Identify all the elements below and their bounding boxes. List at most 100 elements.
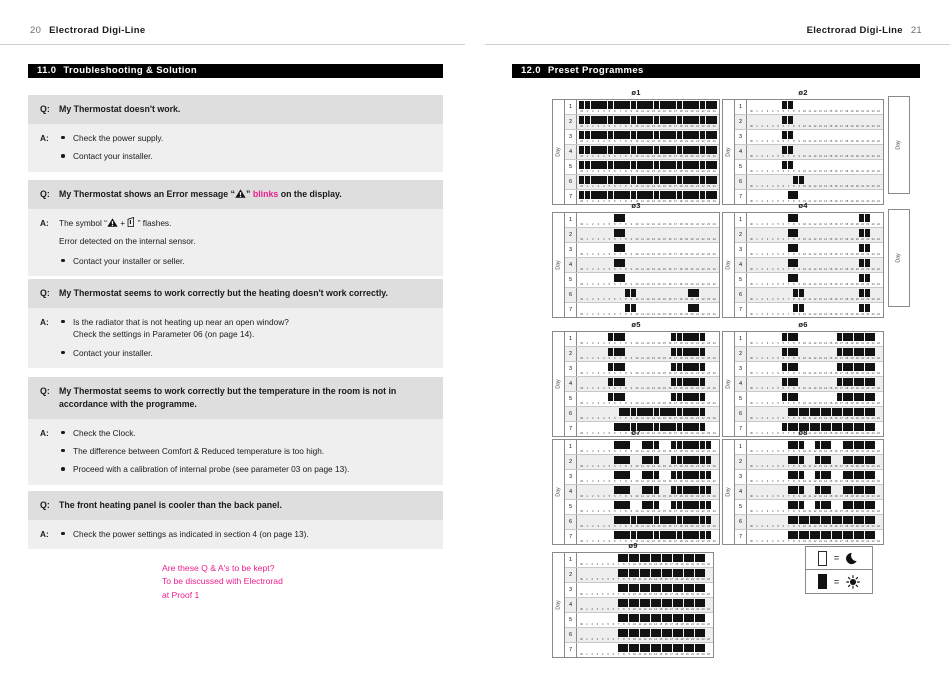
- hour-tick: 18: [675, 638, 679, 641]
- hour-tick: 2: [592, 465, 594, 468]
- hour-tick: 1: [756, 170, 758, 173]
- comfort-slot: [642, 408, 648, 416]
- hour-tick: 9: [630, 140, 633, 143]
- hour-tick: 24: [876, 540, 880, 543]
- hour-tick: 23: [871, 185, 875, 188]
- hour-tick: 12: [646, 253, 650, 256]
- hour-tick: 3: [766, 525, 769, 528]
- hour-tick: 8: [625, 170, 627, 173]
- comfort-slot: [682, 333, 688, 341]
- comfort-slot: [607, 363, 614, 371]
- hour-tick: 23: [701, 593, 705, 596]
- hour-tick: 13: [818, 253, 822, 256]
- reduced-slot: [648, 214, 653, 222]
- comfort-slot: [613, 146, 619, 154]
- comfort-slot: [853, 531, 859, 539]
- hour-tick: 19: [685, 357, 688, 360]
- comfort-slot: [688, 304, 694, 312]
- hour-tick: 0h: [750, 432, 754, 435]
- hour-tick: 4: [603, 432, 605, 435]
- hour-tick: 15: [663, 342, 666, 345]
- comfort-slot: [642, 456, 648, 464]
- comfort-slot: [700, 614, 706, 622]
- hour-tick: 18: [845, 140, 849, 143]
- hour-tick: 2: [592, 110, 594, 113]
- hour-tick: 10: [803, 185, 806, 188]
- programme-chart-body: Day 1 0h 1 2 3 4 5 6 7 8 9 10 11 12 13 14 15 16 17 18 19 20 21 2…: [722, 212, 884, 318]
- hour-tick: 7: [619, 465, 622, 468]
- hour-tick: 22: [866, 185, 870, 188]
- hour-tick: 3: [766, 125, 769, 128]
- hour-tick: 23: [707, 465, 711, 468]
- hour-tick: 21: [861, 313, 864, 316]
- hour-tick: 22: [701, 465, 705, 468]
- comfort-slot: [648, 471, 654, 479]
- hour-tick: 3: [597, 268, 600, 271]
- reduced-slot: [711, 229, 716, 237]
- hour-tick: 16: [664, 563, 668, 566]
- programme-plot: 0h 1 2 3 4 5 6 7 8 9 10 11 12 13 14 15 16 17 18 19 20 21 22 23 2…: [577, 228, 719, 242]
- reduced-slot: [683, 259, 688, 267]
- reduced-slot: [777, 408, 782, 416]
- comfort-slot: [793, 441, 799, 449]
- comfort-slot: [688, 486, 694, 494]
- comfort-slot: [613, 229, 619, 237]
- hour-tick: 19: [685, 298, 688, 301]
- hour-tick: 13: [818, 313, 822, 316]
- hour-tick: 14: [657, 298, 661, 301]
- hour-tick: 24: [712, 525, 716, 528]
- hour-tick: 2: [761, 200, 763, 203]
- comfort-slot: [859, 471, 865, 479]
- hour-tick: 0h: [580, 170, 584, 173]
- reduced-slot: [596, 599, 601, 607]
- hour-tick: 20: [690, 525, 694, 528]
- programme-day-row: 5 0h 1 2 3 4 5 6 7 8 9 10 11 12 13 14 15 16 17 18 19 20 21 22 23…: [565, 273, 719, 288]
- hour-tick: 16: [834, 540, 838, 543]
- hour-tick: 19: [685, 253, 688, 256]
- comfort-slot: [787, 486, 793, 494]
- comfort-slot: [642, 176, 648, 184]
- reduced-slot: [810, 441, 815, 449]
- hour-tick: 2: [761, 495, 763, 498]
- reduced-slot: [837, 456, 842, 464]
- hour-tick: 12: [813, 432, 817, 435]
- hour-tick: 17: [839, 155, 843, 158]
- hour-tick: 22: [701, 223, 705, 226]
- programme-day-row: 7 0h 1 2 3 4 5 6 7 8 9 10 11 12 13 14 15 16 17 18 19 20 21 22 23…: [565, 190, 719, 204]
- hour-tick: 5: [608, 402, 611, 405]
- hour-tick: 15: [663, 525, 666, 528]
- hour-tick: 17: [839, 223, 843, 226]
- comfort-slot: [630, 516, 637, 524]
- qa-block-2: Q: My Thermostat shows an Error message …: [28, 180, 443, 277]
- hour-tick: 1: [756, 372, 758, 375]
- reduced-slot: [596, 304, 601, 312]
- hour-tick: 12: [813, 342, 817, 345]
- hour-tick: 7: [619, 525, 622, 528]
- hour-tick: 18: [845, 238, 849, 241]
- comfort-bars: [579, 274, 717, 282]
- reduced-slot: [749, 456, 754, 464]
- comfort-slot: [628, 599, 634, 607]
- hour-tick: 6: [614, 402, 616, 405]
- reduced-slot: [810, 214, 815, 222]
- reduced-slot: [826, 229, 831, 237]
- reduced-slot: [876, 274, 881, 282]
- hour-tick: 18: [679, 298, 683, 301]
- comfort-bars: [749, 289, 881, 297]
- hour-tick: 8: [625, 110, 627, 113]
- comfort-slot: [656, 554, 662, 562]
- hour-tick: 0h: [750, 510, 754, 513]
- hour-tick: 20: [855, 510, 859, 513]
- comfort-slot: [596, 176, 602, 184]
- reduced-slot: [760, 486, 765, 494]
- reduced-slot: [777, 244, 782, 252]
- hour-tick: 9: [628, 608, 630, 611]
- hour-tick: 17: [839, 238, 843, 241]
- programme-day-row: 3 0h 1 2 3 4 5 6 7 8 9 10 11 12 13 14 15 16 17 18 19 20 21 22 23…: [565, 583, 713, 598]
- hour-axis: 0h 1 2 3 4 5 6 7 8 9 10 11 12 13 14 15 16 17 18 19 20 21 22 23 2…: [749, 416, 881, 421]
- hour-tick: 10: [633, 638, 636, 641]
- reduced-slot: [854, 244, 859, 252]
- hour-tick: 6: [614, 417, 616, 420]
- hour-tick: 5: [608, 125, 611, 128]
- hour-tick: 5: [608, 510, 611, 513]
